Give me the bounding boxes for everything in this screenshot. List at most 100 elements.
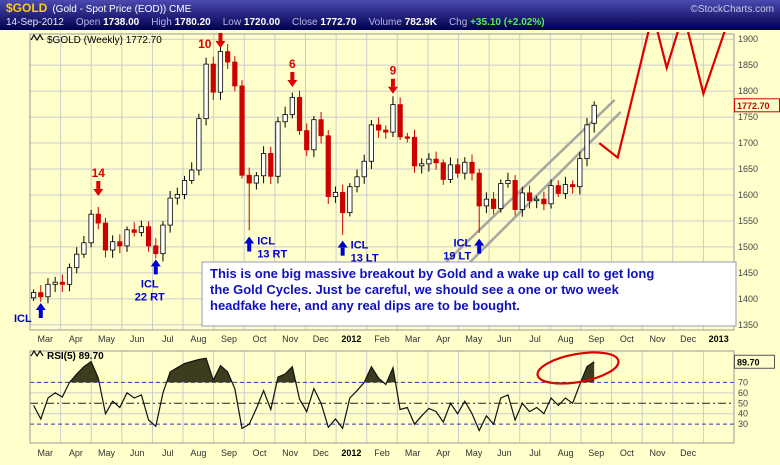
cycle-bottom-label: 19 LT bbox=[443, 251, 471, 263]
candle bbox=[332, 191, 339, 197]
price-y-axis-label: 1500 bbox=[738, 242, 758, 252]
candle bbox=[30, 292, 37, 299]
candle bbox=[196, 118, 202, 171]
candle bbox=[455, 164, 461, 174]
candle bbox=[383, 129, 389, 133]
price-x-axis-label: Aug bbox=[190, 334, 206, 344]
price-x-axis-label: Nov bbox=[649, 334, 666, 344]
cycle-top-arrow bbox=[218, 33, 223, 41]
cycle-top-arrowhead bbox=[287, 79, 298, 87]
candlestick-series bbox=[30, 35, 597, 304]
rsi-value-tag bbox=[734, 354, 775, 369]
cycle-bottom-arrowhead bbox=[244, 236, 255, 244]
candle bbox=[505, 180, 511, 184]
quote-change-label: Chg bbox=[448, 17, 468, 28]
rsi-x-axis-label: Mar bbox=[38, 448, 54, 458]
price-y-axis-label: 1550 bbox=[738, 216, 758, 226]
candle bbox=[102, 222, 109, 251]
price-x-axis-label: Mar bbox=[38, 334, 54, 344]
price-x-axis-label: 2013 bbox=[709, 334, 729, 344]
annotation-line-3: headfake here, and any real dips are to … bbox=[210, 298, 520, 313]
price-x-axis-label: Apr bbox=[69, 334, 83, 344]
rsi-y-axis-label: 40 bbox=[738, 409, 748, 419]
quote-open-label: Open bbox=[75, 17, 101, 28]
candle bbox=[52, 281, 58, 285]
rsi-x-axis-label: May bbox=[465, 448, 483, 458]
rsi-x-axis-label: Mar bbox=[405, 448, 421, 458]
rsi-y-axis-label: 50 bbox=[738, 398, 748, 408]
projection-line bbox=[598, 32, 726, 160]
quote-row: 14-Sep-2012 Open 1738.00 High 1780.20 Lo… bbox=[6, 16, 774, 29]
app-header: $GOLD (Gold - Spot Price (EOD)) CME ©Sto… bbox=[0, 0, 780, 30]
ticker-description: (Gold - Spot Price (EOD)) CME bbox=[52, 4, 192, 15]
candle bbox=[354, 176, 360, 188]
price-x-axis-label: Jun bbox=[130, 334, 145, 344]
rsi-x-axis-label: 2012 bbox=[341, 448, 361, 458]
rsi-value-tag-label: 89.70 bbox=[737, 357, 760, 367]
header-title-row: $GOLD (Gold - Spot Price (EOD)) CME ©Sto… bbox=[6, 2, 774, 16]
candle bbox=[110, 241, 116, 251]
candle bbox=[526, 192, 533, 202]
rsi-x-axis-label: Jun bbox=[130, 448, 145, 458]
cycle-bottom-label: ICL bbox=[351, 240, 369, 252]
candle bbox=[411, 136, 418, 167]
cycle-bottom-arrow bbox=[38, 309, 43, 318]
cycle-bottom-arrowhead bbox=[474, 238, 485, 246]
cycle-top-arrow bbox=[390, 78, 395, 87]
rsi-x-axis-label: Oct bbox=[620, 448, 635, 458]
candle bbox=[591, 104, 597, 124]
price-x-axis-label: 2012 bbox=[341, 334, 361, 344]
candle bbox=[390, 104, 396, 133]
candle bbox=[368, 124, 374, 162]
series-label: $GOLD (Weekly) 1772.70 bbox=[47, 35, 162, 46]
last-price-tag-group: 1772.70 bbox=[734, 98, 780, 113]
price-x-axis-label: Sep bbox=[221, 334, 237, 344]
candle bbox=[189, 169, 195, 181]
quote-low: Low 1720.00 bbox=[223, 16, 280, 29]
price-x-axis-label: Dec bbox=[680, 334, 697, 344]
price-y-axis-label: 1900 bbox=[738, 34, 758, 44]
price-x-axis-label: Sep bbox=[588, 334, 604, 344]
price-plot-border bbox=[29, 33, 735, 331]
cycle-bottom-label: 13 RT bbox=[257, 249, 287, 261]
cycle-top-arrowhead bbox=[93, 189, 104, 197]
candle bbox=[419, 163, 425, 167]
price-x-axis-label: Feb bbox=[374, 334, 390, 344]
candle bbox=[138, 226, 145, 233]
candle bbox=[296, 96, 303, 131]
cycle-bottom-arrow bbox=[247, 243, 252, 252]
rsi-x-axis-label: Jul bbox=[529, 448, 541, 458]
quote-volume: Volume 782.9K bbox=[369, 16, 437, 29]
candle bbox=[541, 198, 547, 205]
rsi-x-axis-label: Jun bbox=[497, 448, 512, 458]
candle bbox=[145, 226, 152, 247]
candle bbox=[534, 198, 540, 202]
quote-low-value: 1720.00 bbox=[243, 17, 281, 28]
rsi-x-axis-label: Feb bbox=[374, 448, 390, 458]
cycle-bottom-label: ICL bbox=[453, 238, 471, 250]
rsi-icon bbox=[30, 349, 44, 358]
quote-volume-label: Volume bbox=[368, 17, 402, 28]
candle bbox=[426, 158, 432, 165]
quote-low-label: Low bbox=[222, 17, 242, 28]
rsi-x-axis-label: Aug bbox=[558, 448, 574, 458]
rsi-x-axis-label: Sep bbox=[221, 448, 237, 458]
cycle-bottom-arrow bbox=[477, 245, 482, 254]
price-plot bbox=[30, 32, 726, 305]
icl-corner-label: ICL bbox=[14, 313, 32, 325]
cycle-top-arrow bbox=[96, 181, 101, 190]
quote-volume-value: 782.9K bbox=[404, 17, 437, 28]
quote-close: Close 1772.70 bbox=[292, 16, 357, 29]
rsi-y-axis-label: 30 bbox=[738, 419, 748, 429]
series-label-group: $GOLD (Weekly) 1772.70 bbox=[30, 33, 162, 46]
candle bbox=[440, 162, 446, 180]
candle bbox=[340, 191, 346, 214]
candle bbox=[246, 174, 252, 184]
rsi-label: RSI(5) 89.70 bbox=[47, 351, 104, 362]
rsi-y-axis-label: 70 bbox=[738, 377, 748, 387]
rsi-series bbox=[33, 357, 595, 432]
candle bbox=[325, 135, 331, 197]
quote-high: High 1780.20 bbox=[151, 16, 211, 29]
cycle-bottom-arrowhead bbox=[150, 259, 161, 267]
